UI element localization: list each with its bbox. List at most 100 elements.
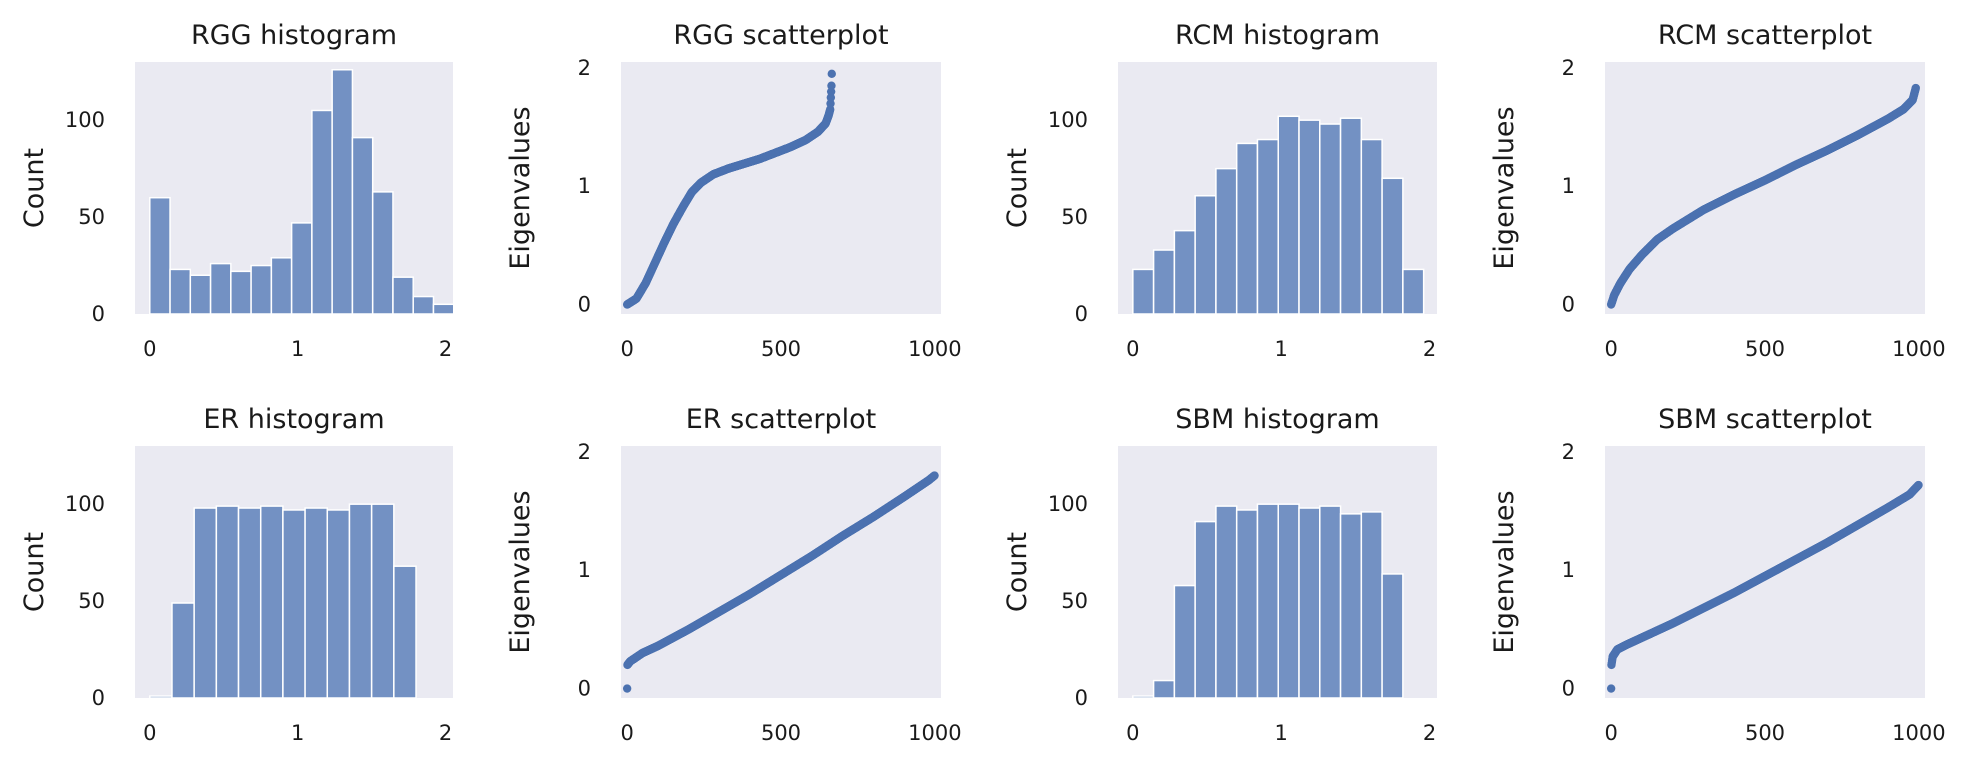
sbm-hist-bar-5	[1235, 509, 1259, 699]
rcm-scatter-point	[1911, 83, 1920, 93]
sbm-scatter-outlier-point	[1606, 684, 1616, 693]
rcm-hist-title: RCM histogram	[1175, 20, 1380, 51]
er-hist-panel: ER histogram Count 0 1 2 0 50 100	[19, 404, 453, 745]
rgg-hist-title: RGG histogram	[191, 20, 397, 51]
er-scatter-ytick-1: 1	[578, 558, 591, 582]
rgg-hist-ytick-0: 0	[92, 302, 105, 326]
er-hist-xtick-0: 0	[143, 721, 156, 745]
er-hist-ytick-0: 0	[92, 686, 105, 710]
sbm-hist-bars	[1132, 503, 1404, 699]
rgg-scatter-point	[826, 87, 836, 96]
sbm-scatter-title: SBM scatterplot	[1658, 404, 1872, 435]
rgg-hist-bar-7	[290, 222, 313, 315]
rgg-scatter-point	[827, 81, 836, 90]
er-scatter-ylabel: Eigenvalues	[505, 490, 536, 653]
er-hist-bar-7	[304, 507, 329, 699]
rcm-hist-bar-8	[1298, 119, 1321, 315]
rcm-hist-panel: RCM histogram Count 0 1 2 0 50 100	[1002, 20, 1437, 361]
rgg-hist-bar-2	[189, 274, 212, 315]
rcm-hist-bar-7	[1277, 115, 1300, 315]
rgg-scatter-ytick-0: 0	[578, 293, 591, 317]
sbm-scatter-ytick-1: 1	[1562, 558, 1575, 582]
sbm-hist-xtick-0: 0	[1126, 721, 1139, 745]
sbm-hist-bar-8	[1298, 507, 1321, 699]
er-hist-bar-11	[393, 565, 417, 699]
er-hist-bar-0	[149, 695, 173, 699]
rcm-scatter-ytick-2: 2	[1562, 56, 1575, 80]
sbm-scatter-ytick-0: 0	[1562, 677, 1575, 701]
sbm-scatter-xtick-500: 500	[1745, 721, 1785, 745]
rcm-hist-bar-4	[1215, 167, 1238, 315]
sbm-hist-bar-3	[1194, 520, 1217, 699]
sbm-hist-ylabel: Count	[1002, 532, 1033, 612]
er-scatter-xtick-0: 0	[620, 721, 633, 745]
rcm-hist-ytick-100: 100	[1048, 108, 1088, 132]
er-hist-xtick-2: 2	[439, 721, 452, 745]
rcm-hist-bar-3	[1194, 195, 1217, 315]
rgg-hist-bar-1	[169, 268, 192, 315]
er-scatter-point	[930, 471, 939, 480]
rgg-hist-bar-8	[311, 109, 333, 315]
rgg-hist-bar-3	[209, 262, 232, 315]
rgg-scatter-xtick-0: 0	[620, 337, 633, 361]
sbm-hist-bar-9	[1319, 505, 1342, 699]
rgg-scatter-panel: RGG scatterplot Eigenvalues 0 500 1000 0 1 2	[505, 20, 962, 361]
sbm-scatter-xtick-1000: 1000	[1892, 721, 1945, 745]
er-hist-bar-3	[215, 505, 240, 699]
rgg-hist-xtick-1: 1	[291, 337, 304, 361]
rcm-hist-ylabel: Count	[1002, 148, 1033, 228]
rcm-hist-bar-10	[1339, 117, 1363, 315]
rgg-scatter-point	[827, 69, 836, 79]
rcm-hist-ytick-0: 0	[1075, 302, 1088, 326]
rgg-scatter-xtick-500: 500	[761, 337, 801, 361]
rgg-scatter-ytick-1: 1	[578, 174, 591, 198]
rgg-hist-bars	[149, 69, 455, 315]
rgg-hist-bar-10	[351, 136, 374, 315]
rcm-scatter-xtick-500: 500	[1745, 337, 1785, 361]
sbm-scatter-panel: SBM scatterplot Eigenvalues 0 500 1000 0 1 2	[1489, 404, 1946, 745]
rgg-scatter-ylabel: Eigenvalues	[505, 106, 536, 269]
rcm-hist-bar-1	[1152, 249, 1176, 315]
sbm-hist-bar-2	[1173, 584, 1196, 699]
er-scatter-panel: ER scatterplot Eigenvalues 0 500 1000 0 1 2	[505, 404, 962, 745]
rcm-scatter-points	[1606, 83, 1920, 309]
rgg-scatter-point	[826, 99, 835, 108]
sbm-hist-bar-10	[1339, 513, 1363, 699]
er-hist-bar-10	[370, 503, 395, 699]
er-scatter-outlier-point	[622, 684, 632, 693]
er-scatter-xtick-1000: 1000	[908, 721, 961, 745]
rgg-hist-ytick-100: 100	[65, 108, 105, 132]
rcm-hist-bar-13	[1402, 268, 1425, 315]
rgg-scatter-title: RGG scatterplot	[673, 20, 888, 51]
er-hist-ylabel: Count	[19, 532, 50, 612]
rgg-hist-bar-9	[331, 69, 354, 315]
sbm-hist-xtick-1: 1	[1275, 721, 1288, 745]
rcm-hist-bar-12	[1381, 177, 1404, 315]
rgg-hist-panel: RGG histogram Count 0 1 2 0 50 100	[19, 20, 455, 361]
er-scatter-title: ER scatterplot	[686, 404, 877, 435]
er-hist-ytick-50: 50	[78, 589, 105, 613]
sbm-hist-bar-7	[1277, 503, 1300, 699]
rcm-hist-xtick-1: 1	[1275, 337, 1288, 361]
rgg-hist-bar-5	[250, 264, 273, 315]
rgg-hist-bar-14	[432, 303, 455, 315]
sbm-hist-bar-4	[1215, 505, 1238, 699]
rgg-hist-bar-13	[412, 295, 435, 315]
er-hist-bar-2	[193, 507, 218, 699]
sbm-scatter-xtick-0: 0	[1604, 721, 1617, 745]
rcm-hist-bar-9	[1319, 123, 1342, 315]
er-scatter-ytick-0: 0	[578, 677, 591, 701]
er-scatter-xtick-500: 500	[761, 721, 801, 745]
rcm-hist-bar-0	[1132, 268, 1155, 315]
er-hist-bar-8	[326, 509, 351, 699]
sbm-hist-ytick-100: 100	[1048, 492, 1088, 516]
sbm-scatter-points	[1606, 480, 1923, 693]
rgg-hist-ytick-50: 50	[78, 205, 105, 229]
sbm-scatter-ylabel: Eigenvalues	[1489, 490, 1520, 653]
er-hist-bar-4	[237, 507, 262, 699]
er-hist-bar-9	[348, 503, 373, 699]
rcm-scatter-panel: RCM scatterplot Eigenvalues 0 500 1000 0 1 2	[1489, 20, 1946, 361]
rgg-hist-ylabel: Count	[19, 148, 50, 228]
sbm-hist-bar-6	[1256, 503, 1279, 699]
rgg-hist-xtick-0: 0	[143, 337, 156, 361]
